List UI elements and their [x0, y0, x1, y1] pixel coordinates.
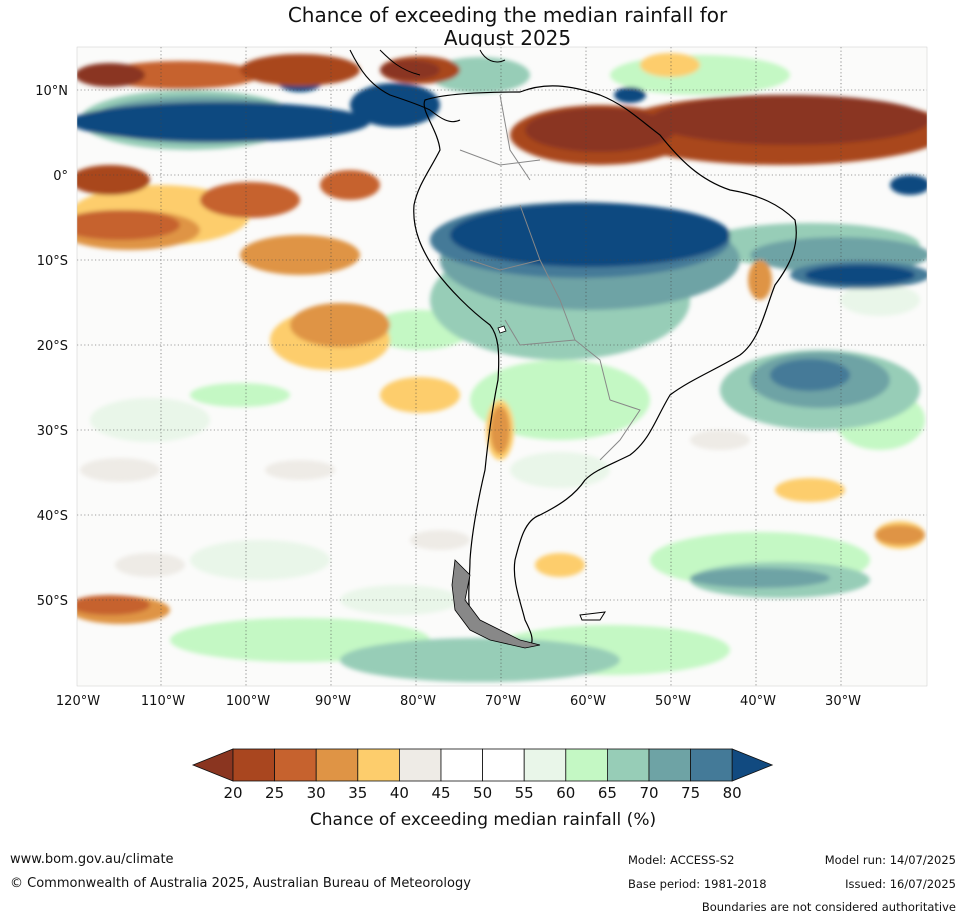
coastline	[349, 49, 797, 649]
falklands	[579, 611, 606, 621]
lon-label: 70°W	[485, 694, 521, 709]
colorbar-tick-label: 30	[307, 784, 326, 802]
base-period-text: Base period: 1981-2018	[628, 877, 767, 891]
colorbar-swatch	[607, 748, 650, 782]
lat-label: 10°N	[35, 84, 68, 99]
colorbar-tick-label: 60	[556, 784, 575, 802]
longitude-labels: 120°W 110°W 100°W 90°W 80°W 70°W 60°W 50…	[56, 694, 861, 709]
colorbar-extend-high	[731, 748, 774, 782]
title-line-1: Chance of exceeding the median rainfall …	[287, 3, 728, 27]
lon-label: 110°W	[141, 694, 185, 709]
colorbar-swatch	[232, 748, 275, 782]
lat-label: 10°S	[37, 254, 68, 269]
colorbar-swatch	[648, 748, 691, 782]
colorbar: 20 25 30 35 40 45 50 55 60 65 70 75 80 Chance of exc…	[191, 748, 774, 830]
issued-text: Issued: 16/07/2025	[845, 877, 956, 891]
colorbar-tick-label: 50	[473, 784, 492, 802]
map-gridlines	[77, 47, 927, 686]
lon-label: 90°W	[315, 694, 351, 709]
lat-label: 30°S	[37, 424, 68, 439]
caribbean-coast	[379, 49, 506, 76]
title-line-2: August 2025	[443, 26, 572, 50]
colorbar-tick-label: 65	[598, 784, 617, 802]
lon-label: 120°W	[56, 694, 100, 709]
colorbar-swatch	[315, 748, 359, 782]
lat-label: 20°S	[37, 339, 68, 354]
map-title: Chance of exceeding the median rainfall …	[0, 4, 965, 50]
colorbar-tick-label: 35	[348, 784, 367, 802]
lon-label: 30°W	[825, 694, 861, 709]
disclaimer-text: Boundaries are not considered authoritat…	[701, 900, 956, 914]
map-field	[77, 47, 927, 686]
colorbar-tick-label: 20	[223, 784, 242, 802]
colorbar-tick-label: 55	[515, 784, 534, 802]
colorbar-swatch	[565, 748, 608, 782]
lon-label: 60°W	[570, 694, 606, 709]
lake-titicaca	[497, 325, 507, 334]
model-text: Model: ACCESS-S2	[628, 853, 735, 867]
colorbar-extend-low	[191, 748, 234, 782]
colorbar-swatch	[690, 748, 733, 782]
colorbar-label: Chance of exceeding median rainfall (%)	[310, 810, 656, 830]
colorbar-swatch	[274, 748, 317, 782]
tierra-del-fuego	[451, 559, 541, 649]
colorbar-swatch	[357, 748, 400, 782]
colorbar-swatch	[523, 748, 567, 782]
copyright-text: © Commonwealth of Australia 2025, Austra…	[10, 876, 471, 891]
lat-label: 0°	[53, 169, 68, 184]
colorbar-tick-label: 40	[390, 784, 409, 802]
south-america-coast	[413, 85, 797, 647]
colorbar-ticks: 20 25 30 35 40 45 50 55 60 65 70 75 80	[223, 784, 741, 802]
colorbar-swatch	[440, 748, 483, 782]
website-link[interactable]: www.bom.gov.au/climate	[10, 852, 174, 867]
lon-label: 40°W	[740, 694, 776, 709]
colorbar-swatches	[191, 748, 774, 782]
latitude-labels: 10°N 0° 10°S 20°S 30°S 40°S 50°S	[35, 84, 68, 609]
central-america-coast	[349, 49, 461, 123]
colorbar-swatch	[398, 748, 442, 782]
lat-label: 40°S	[37, 509, 68, 524]
lat-label: 50°S	[37, 594, 68, 609]
colorbar-tick-label: 45	[431, 784, 450, 802]
lon-label: 80°W	[400, 694, 436, 709]
lon-label: 50°W	[655, 694, 691, 709]
country-borders	[459, 94, 641, 461]
colorbar-tick-label: 25	[265, 784, 284, 802]
colorbar-tick-label: 70	[639, 784, 658, 802]
colorbar-tick-label: 75	[681, 784, 700, 802]
colorbar-tick-label: 80	[723, 784, 742, 802]
colorbar-swatch	[482, 748, 525, 782]
lon-label: 100°W	[226, 694, 270, 709]
model-run-text: Model run: 14/07/2025	[824, 853, 956, 867]
